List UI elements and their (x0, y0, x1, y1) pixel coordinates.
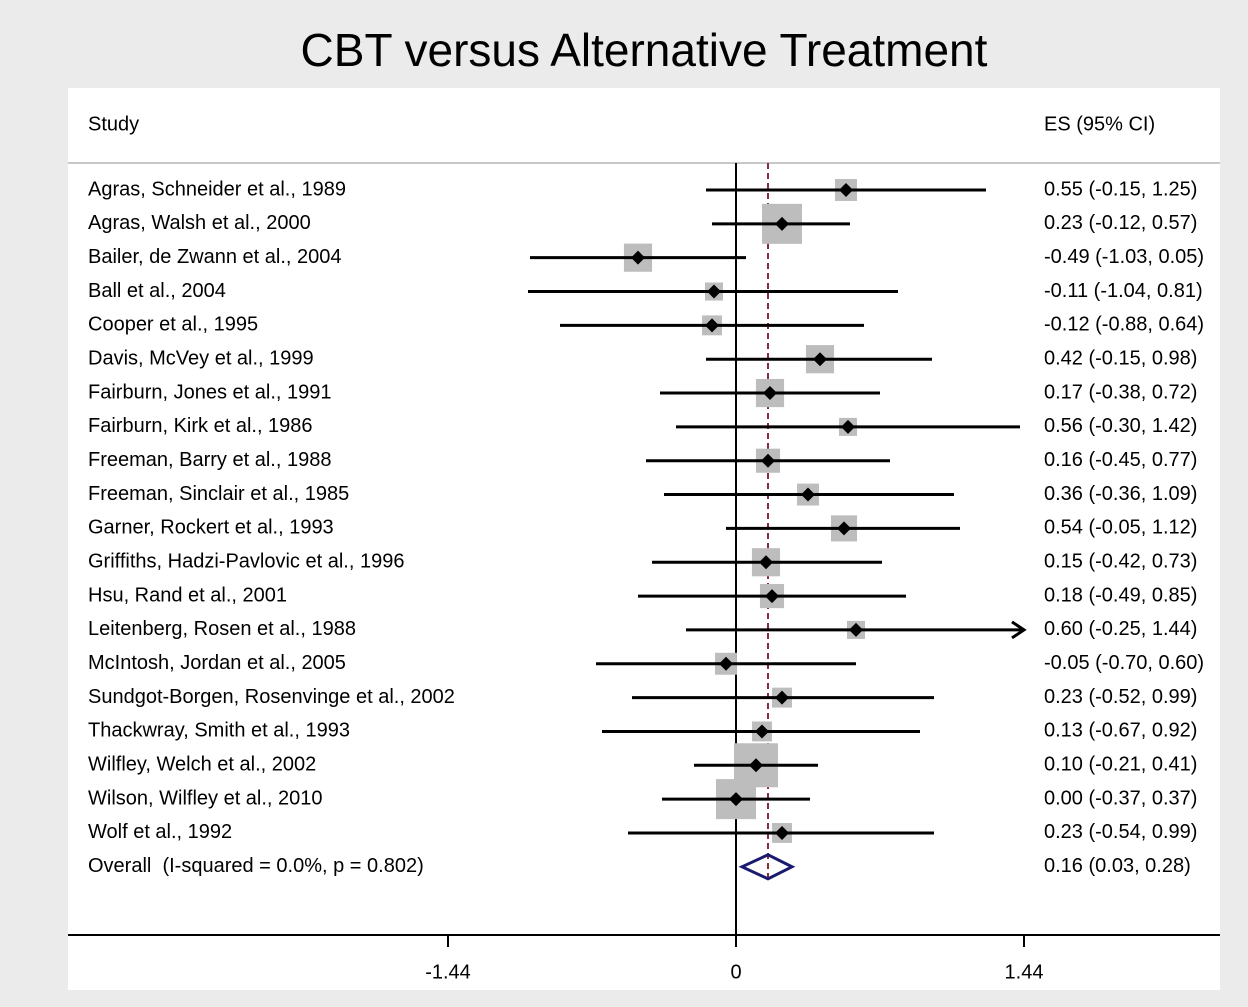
study-label: Agras, Schneider et al., 1989 (88, 178, 346, 200)
point-estimate (801, 487, 815, 502)
overall-label: Overall (I-squared = 0.0%, p = 0.802) (88, 855, 424, 877)
study-label: Garner, Rockert et al., 1993 (88, 517, 334, 539)
point-estimate (775, 690, 789, 705)
study-label: Wilson, Wilfley et al., 2010 (88, 787, 323, 809)
point-estimate (631, 250, 645, 265)
overall-diamond (738, 853, 796, 881)
es-label: 0.18 (-0.49, 0.85) (1044, 584, 1197, 606)
es-label: 0.54 (-0.05, 1.12) (1044, 517, 1197, 539)
study-label: Ball et al., 2004 (88, 280, 226, 302)
point-estimate (849, 622, 863, 637)
point-estimate (837, 521, 851, 536)
column-header: Study (88, 113, 139, 135)
study-label: Freeman, Barry et al., 1988 (88, 449, 331, 471)
study-label: Wolf et al., 1992 (88, 821, 232, 843)
es-label: -0.12 (-0.88, 0.64) (1044, 314, 1204, 336)
column-header: ES (95% CI) (1044, 113, 1155, 135)
point-estimate (719, 656, 733, 671)
study-label: Fairburn, Jones et al., 1991 (88, 381, 331, 403)
ci-arrow (1011, 620, 1027, 640)
es-label: 0.17 (-0.38, 0.72) (1044, 381, 1197, 403)
point-estimate (841, 419, 855, 434)
study-label: Agras, Walsh et al., 2000 (88, 212, 311, 234)
point-estimate (775, 216, 789, 231)
point-estimate (749, 758, 763, 773)
point-estimate (763, 386, 777, 401)
point-estimate (761, 453, 775, 468)
study-label: Leitenberg, Rosen et al., 1988 (88, 618, 356, 640)
chart-title: CBT versus Alternative Treatment (301, 24, 988, 76)
es-label: 0.60 (-0.25, 1.44) (1044, 618, 1197, 640)
es-label: 0.13 (-0.67, 0.92) (1044, 720, 1197, 742)
es-label: 0.23 (-0.54, 0.99) (1044, 821, 1197, 843)
point-estimate (705, 318, 719, 333)
point-estimate (813, 352, 827, 367)
es-label: 0.10 (-0.21, 0.41) (1044, 754, 1197, 776)
es-label: 0.15 (-0.42, 0.73) (1044, 551, 1197, 573)
es-label: -0.49 (-1.03, 0.05) (1044, 246, 1204, 268)
point-estimate (755, 724, 769, 739)
x-tick-label: 0 (730, 961, 741, 983)
x-tick-label: -1.44 (425, 961, 471, 983)
study-label: Wilfley, Welch et al., 2002 (88, 754, 316, 776)
point-estimate (729, 792, 743, 807)
x-tick-label: 1.44 (1005, 961, 1044, 983)
es-label: 0.16 (-0.45, 0.77) (1044, 449, 1197, 471)
study-label: Griffiths, Hadzi-Pavlovic et al., 1996 (88, 551, 404, 573)
point-estimate (775, 825, 789, 840)
study-label: McIntosh, Jordan et al., 2005 (88, 652, 346, 674)
study-label: Freeman, Sinclair et al., 1985 (88, 483, 349, 505)
es-label: 0.42 (-0.15, 0.98) (1044, 347, 1197, 369)
study-label: Sundgot-Borgen, Rosenvinge et al., 2002 (88, 686, 455, 708)
es-label: 0.23 (-0.52, 0.99) (1044, 686, 1197, 708)
es-label: 0.23 (-0.12, 0.57) (1044, 212, 1197, 234)
es-label: -0.05 (-0.70, 0.60) (1044, 652, 1204, 674)
es-label: -0.11 (-1.04, 0.81) (1044, 280, 1203, 302)
study-label: Thackwray, Smith et al., 1993 (88, 720, 350, 742)
point-estimate (759, 555, 773, 570)
es-label: 0.56 (-0.30, 1.42) (1044, 415, 1197, 437)
study-label: Davis, McVey et al., 1999 (88, 347, 314, 369)
study-label: Hsu, Rand et al., 2001 (88, 584, 287, 606)
es-label: 0.00 (-0.37, 0.37) (1044, 787, 1197, 809)
point-estimate (765, 589, 779, 604)
point-estimate (839, 183, 853, 197)
plot-panel (68, 88, 1220, 990)
es-label: 0.36 (-0.36, 1.09) (1044, 483, 1197, 505)
es-label: 0.55 (-0.15, 1.25) (1044, 178, 1197, 200)
point-estimate (707, 284, 721, 299)
overall-es-label: 0.16 (0.03, 0.28) (1044, 855, 1191, 877)
study-label: Fairburn, Kirk et al., 1986 (88, 415, 313, 437)
study-label: Cooper et al., 1995 (88, 314, 258, 336)
study-label: Bailer, de Zwann et al., 2004 (88, 246, 342, 268)
